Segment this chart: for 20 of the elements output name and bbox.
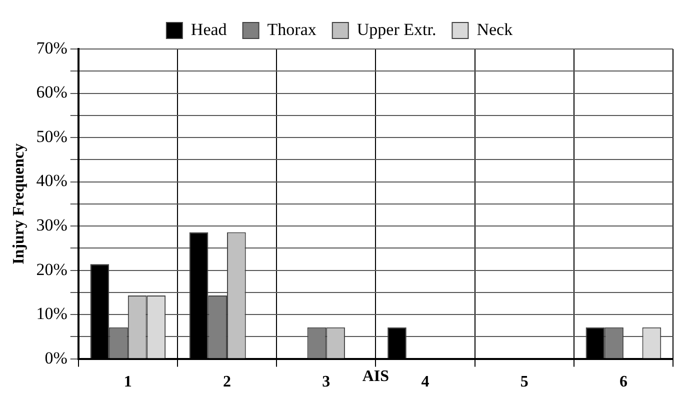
y-axis-title: Injury Frequency <box>10 143 28 264</box>
x-tick-label: 2 <box>223 374 232 391</box>
x-tick-label: 3 <box>322 374 330 391</box>
y-tick-label: 60% <box>36 82 68 102</box>
legend-label: Upper Extr. <box>356 20 436 39</box>
legend-label: Thorax <box>267 20 317 39</box>
y-tick-label: 30% <box>36 215 68 234</box>
y-tick-label: 10% <box>36 304 68 324</box>
legend-label: Neck <box>476 20 514 39</box>
y-tick-label: 20% <box>36 260 68 279</box>
x-tick-label: 6 <box>619 374 628 391</box>
x-tick-label: 5 <box>520 374 528 391</box>
y-tick-label: 50% <box>36 126 68 146</box>
x-tick-label: 4 <box>421 374 430 391</box>
y-tick-label: 70% <box>36 38 68 58</box>
y-tick-label: 0% <box>44 348 68 368</box>
y-tick-label: 40% <box>36 171 68 190</box>
x-axis-title: AIS <box>362 368 390 385</box>
legend-label: Head <box>190 20 228 39</box>
x-tick-label: 1 <box>124 374 132 391</box>
